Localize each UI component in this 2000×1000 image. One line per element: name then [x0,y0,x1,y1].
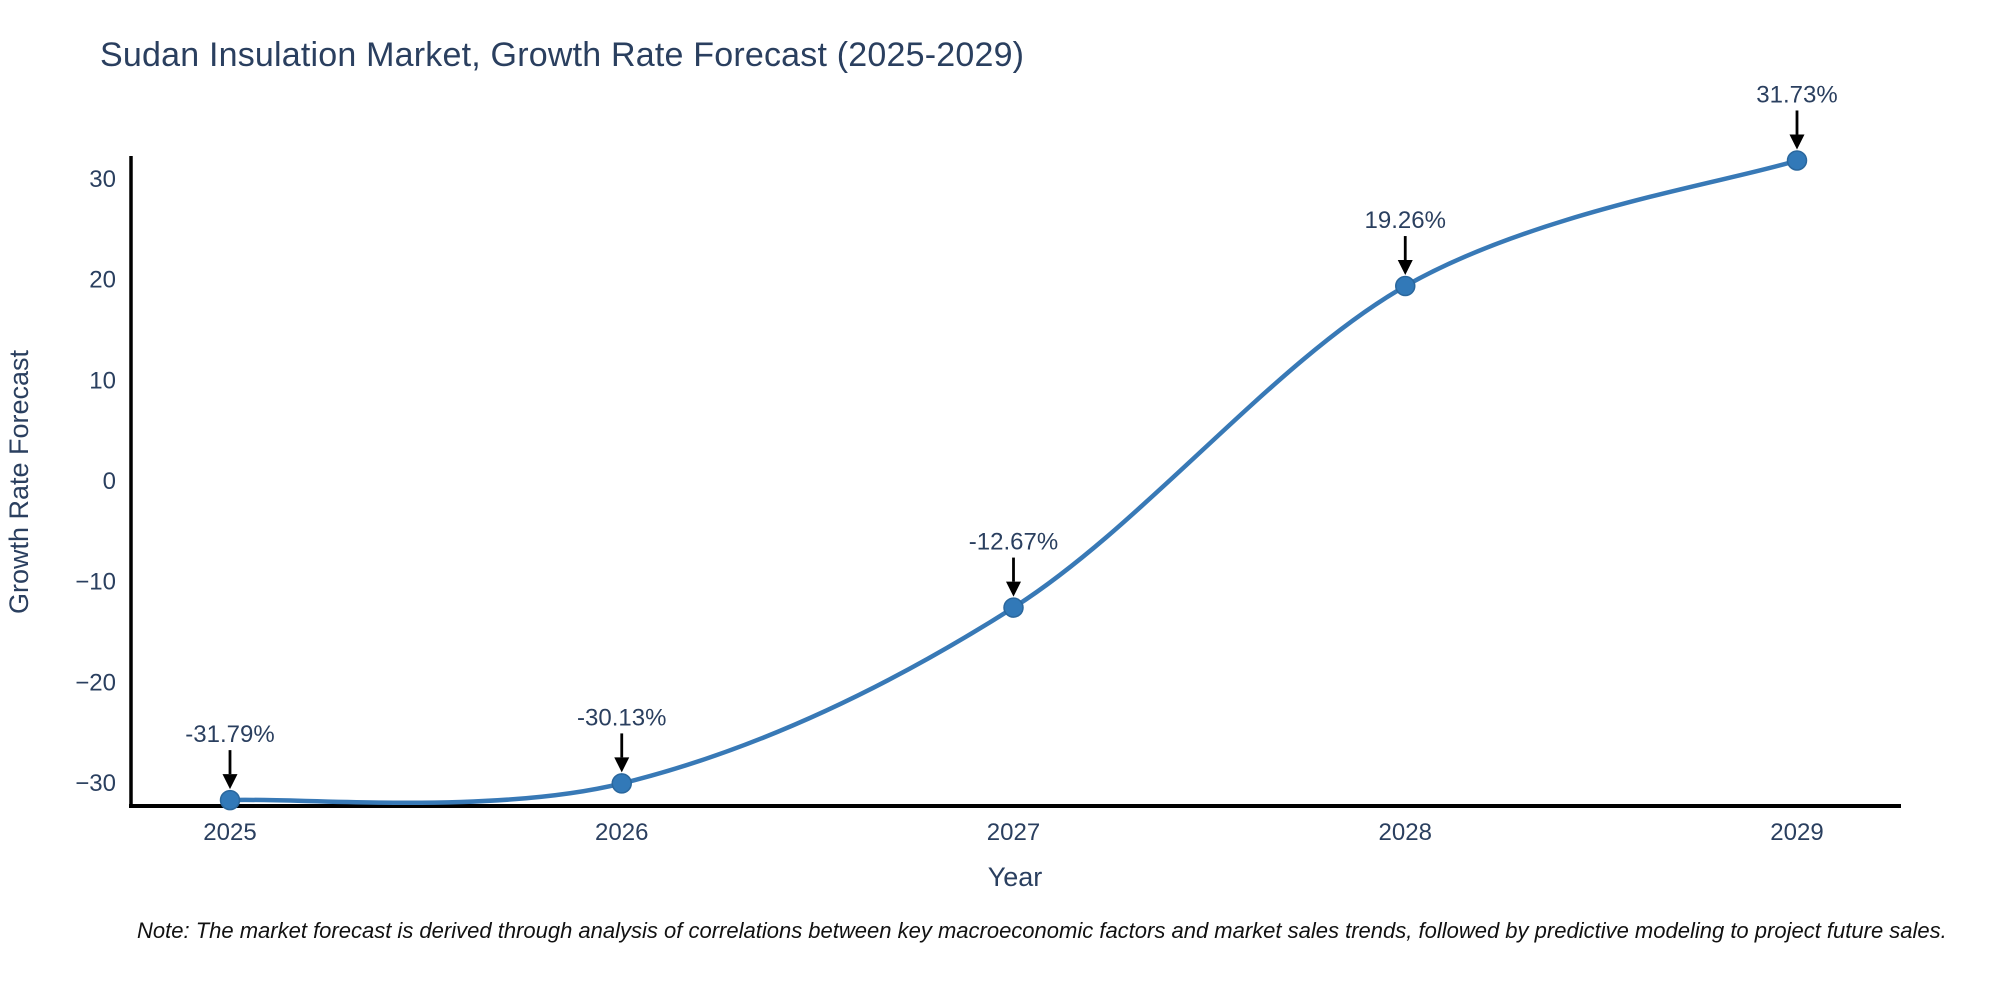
y-tick-label: 30 [89,166,116,193]
y-axis-title: Growth Rate Forecast [4,349,34,614]
annotation-arrowhead-icon [1789,134,1805,150]
growth-rate-line [227,158,1800,805]
y-tick-label: −10 [75,569,116,596]
point-annotation: 31.73% [1756,81,1838,150]
y-tick-labels: 30 20 10 0 −10 −20 −30 [75,166,116,797]
data-point-marker [1003,597,1024,618]
series-markers [219,150,1808,811]
point-annotation-label: 31.73% [1756,81,1837,108]
x-tick-label: 2025 [203,819,256,846]
point-annotation: 19.26% [1365,207,1446,276]
x-axis-title: Year [988,862,1043,892]
footnote: Note: The market forecast is derived thr… [137,918,1947,943]
annotation-arrowhead-icon [1397,260,1413,276]
x-tick-labels: 2025 2026 2027 2028 2029 [203,819,1823,846]
series-curve [227,158,1800,805]
data-point-marker [1395,275,1416,297]
y-tick-label: 20 [89,267,116,294]
x-tick-label: 2028 [1379,819,1432,846]
x-tick-label: 2027 [987,819,1040,846]
y-tick-label: −30 [75,770,116,797]
annotation-arrowhead-icon [222,774,238,790]
annotation-arrowhead-icon [614,757,630,773]
point-annotation-label: 19.26% [1365,207,1446,234]
point-annotation: -12.67% [969,529,1058,597]
y-tick-label: −20 [75,669,116,696]
x-tick-label: 2029 [1770,819,1823,846]
point-annotation-label: -31.79% [185,721,274,748]
y-tick-label: 10 [89,367,116,394]
point-annotation-label: -12.67% [969,529,1058,556]
y-tick-label: 0 [103,468,116,495]
data-point-marker [611,773,632,794]
point-annotation: -30.13% [577,704,666,773]
point-annotation-label: -30.13% [577,704,666,731]
chart-title: Sudan Insulation Market, Growth Rate For… [100,36,1025,74]
data-point-marker [1786,150,1808,171]
point-annotation: -31.79% [185,721,275,790]
annotation-arrowhead-icon [1006,581,1021,597]
x-tick-label: 2026 [595,819,648,846]
point-annotations: -31.79% -30.13% -12.67% 19.26% 31.73% [185,81,1838,790]
data-point-marker [219,789,241,811]
